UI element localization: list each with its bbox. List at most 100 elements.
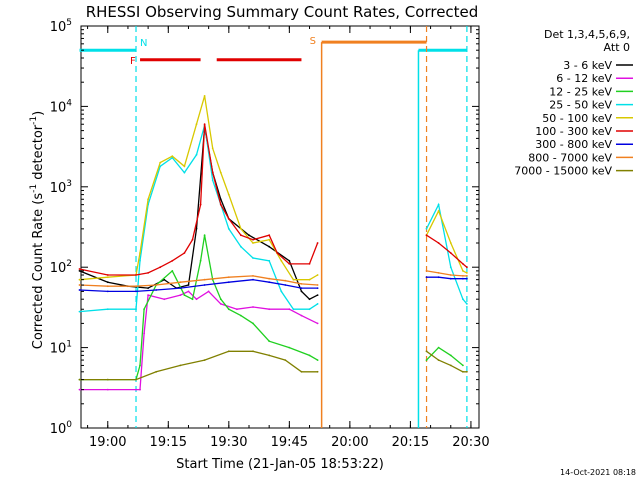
data-point-12-25-kev-0-8 — [191, 298, 194, 301]
data-point-12-25-kev-0-14 — [240, 314, 242, 317]
data-point-25-50-kev-0-1 — [106, 308, 109, 311]
data-point-7000-15000-kev-0-1 — [106, 378, 109, 381]
data-point-300-800-kev-0-1 — [106, 290, 109, 293]
data-point-100-300-kev-0-17 — [288, 263, 291, 265]
legend-label-100-300-kev: 100 - 300 keV — [535, 125, 612, 138]
data-point-12-25-kev-0-12 — [219, 298, 222, 301]
data-point-6-12-kev-0-13 — [252, 306, 254, 308]
y-tick-label-5: 105 — [50, 18, 72, 35]
data-point-6-12-kev-0-14 — [268, 308, 271, 311]
data-point-800-7000-kev-0-0 — [78, 284, 81, 286]
y-axis-label-sup2: -1 — [29, 116, 39, 125]
data-point-3-6-kev-0-14 — [288, 259, 291, 262]
data-point-50-100-kev-0-1 — [106, 276, 109, 279]
axes-layer: 19:00 19:15 19:30 19:45 20:00 20:15 20:30 100 10… — [50, 18, 490, 450]
timestamp: 14-Oct-2021 08:18 — [560, 468, 636, 477]
x-tick-label-2030: 20:30 — [452, 435, 489, 450]
x-axis-label: Start Time (21-Jan-05 18:53:22) — [176, 457, 384, 472]
data-point-12-25-kev-1-0 — [425, 359, 428, 361]
legend-label-25-50-kev: 25 - 50 keV — [549, 99, 612, 112]
legend-label-3-6-kev: 3 - 6 keV — [563, 59, 612, 72]
data-point-300-800-kev-1-0 — [425, 276, 428, 279]
data-point-800-7000-kev-1-3 — [462, 275, 464, 277]
data-point-100-300-kev-1-2 — [449, 252, 452, 254]
data-point-100-300-kev-0-14 — [252, 238, 254, 241]
data-point-12-25-kev-0-4 — [143, 308, 146, 311]
data-point-25-50-kev-0-16 — [280, 290, 283, 293]
data-point-6-12-kev-0-17 — [316, 322, 319, 325]
flare-label: F — [130, 56, 136, 67]
data-point-300-800-kev-0-7 — [252, 278, 254, 281]
data-point-6-12-kev-0-16 — [300, 314, 303, 317]
data-point-3-6-kev-0-12 — [248, 234, 250, 237]
data-point-7000-15000-kev-0-0 — [78, 378, 81, 381]
data-point-25-50-kev-1-0 — [425, 227, 428, 230]
data-point-100-300-kev-0-7 — [191, 238, 194, 241]
data-point-7000-15000-kev-1-0 — [425, 350, 428, 353]
series-line-7000-15000-kev-0 — [79, 350, 318, 381]
data-point-100-300-kev-0-2 — [135, 274, 137, 276]
series-line-100-300-kev-1 — [426, 234, 468, 268]
data-point-6-12-kev-0-12 — [236, 308, 238, 311]
data-point-3-6-kev-0-7 — [195, 227, 198, 230]
y-axis-label: Corrected Count Rate (s-1 detector-1) — [29, 111, 46, 349]
series-50-100-kev — [78, 95, 468, 281]
legend-label-12-25-kev: 12 - 25 keV — [549, 85, 612, 98]
data-point-12-25-kev-0-13 — [227, 308, 230, 311]
data-point-300-800-kev-0-6 — [227, 281, 230, 284]
plot-area — [80, 25, 480, 429]
data-point-7000-15000-kev-1-1 — [437, 359, 440, 361]
data-point-800-7000-kev-0-5 — [203, 278, 206, 281]
data-point-50-100-kev-0-4 — [147, 198, 150, 201]
series-6-12-kev — [78, 290, 319, 391]
data-point-300-800-kev-0-0 — [78, 289, 81, 291]
data-point-300-800-kev-1-2 — [449, 277, 452, 280]
y-axis-label-end: ) — [31, 111, 46, 116]
y-axis-label-mid: detector — [31, 124, 46, 184]
legend-label-50-100-kev: 50 - 100 keV — [542, 112, 612, 125]
data-point-300-800-kev-0-11 — [316, 287, 319, 289]
data-point-100-300-kev-0-6 — [183, 252, 186, 254]
y-axis-label-main: Corrected Count Rate (s — [31, 193, 46, 350]
data-point-50-100-kev-0-8 — [195, 123, 198, 126]
data-point-3-6-kev-0-0 — [78, 270, 81, 272]
data-point-300-800-kev-0-2 — [135, 290, 137, 293]
data-point-12-25-kev-0-16 — [268, 340, 271, 343]
x-tick-label-2015: 20:15 — [392, 435, 429, 450]
data-point-12-25-kev-0-9 — [199, 259, 202, 262]
data-point-50-100-kev-1-2 — [449, 242, 452, 244]
data-point-50-100-kev-0-13 — [240, 227, 242, 230]
data-point-50-100-kev-0-5 — [159, 161, 162, 164]
data-point-7000-15000-kev-1-4 — [466, 370, 468, 373]
data-point-7000-15000-kev-0-3 — [155, 370, 158, 373]
data-point-100-300-kev-0-4 — [159, 266, 162, 269]
series-100-300-kev — [78, 123, 468, 276]
annotation-saa: S — [310, 26, 428, 428]
data-point-800-7000-kev-0-8 — [268, 277, 271, 280]
y-tick-label-3: 103 — [50, 179, 72, 196]
data-point-800-7000-kev-0-10 — [300, 283, 303, 285]
data-point-12-25-kev-1-2 — [449, 354, 452, 357]
data-point-6-12-kev-0-0 — [78, 388, 81, 391]
data-point-6-12-kev-0-11 — [219, 303, 222, 305]
series-line-50-100-kev-0 — [79, 95, 318, 281]
series-line-300-800-kev-0 — [79, 279, 318, 293]
data-point-50-100-kev-0-15 — [268, 238, 271, 241]
data-point-7000-15000-kev-0-4 — [179, 364, 182, 367]
data-point-50-100-kev-1-4 — [466, 272, 468, 274]
data-point-50-100-kev-0-11 — [219, 171, 222, 174]
data-point-300-800-kev-1-1 — [437, 276, 440, 279]
data-point-12-25-kev-1-1 — [437, 346, 440, 349]
x-tick-label-2000: 20:00 — [331, 435, 368, 450]
data-point-100-300-kev-0-15 — [268, 234, 271, 237]
data-point-25-50-kev-0-8 — [195, 153, 198, 156]
data-point-800-7000-kev-0-7 — [252, 275, 254, 277]
data-point-100-300-kev-0-8 — [199, 203, 202, 206]
data-point-12-25-kev-0-19 — [316, 359, 319, 361]
series-line-800-7000-kev-1 — [426, 270, 467, 277]
data-point-300-800-kev-1-4 — [466, 277, 468, 280]
data-point-50-100-kev-0-3 — [139, 252, 141, 254]
data-point-3-6-kev-0-15 — [300, 290, 303, 293]
legend-label-6-12-kev: 6 - 12 keV — [556, 72, 612, 85]
